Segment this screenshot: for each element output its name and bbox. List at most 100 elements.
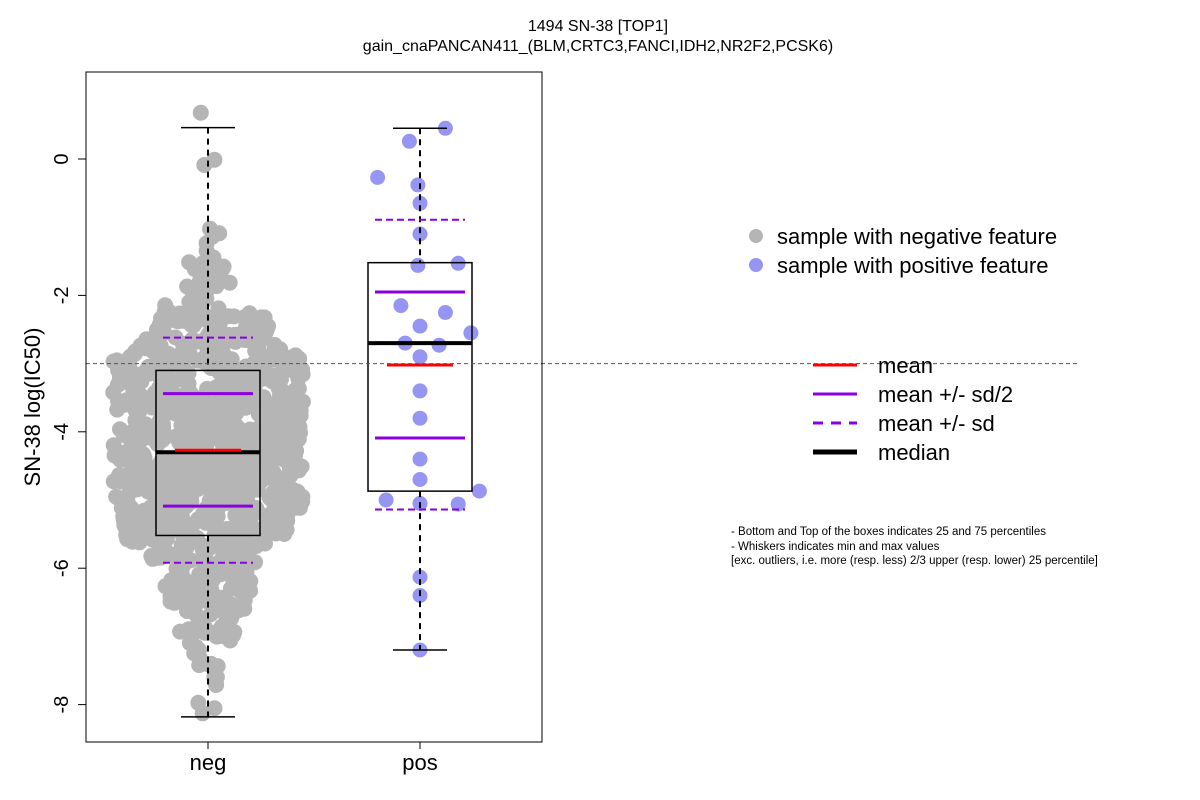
neg-sample-point: [200, 402, 217, 419]
chart-subtitle: gain_cnaPANCAN411_(BLM,CRTC3,FANCI,IDH2,…: [362, 38, 834, 55]
legend-point-label: sample with positive feature: [777, 253, 1048, 278]
pos-sample-point: [370, 169, 386, 185]
neg-sample-point: [291, 350, 308, 367]
pos-sample-point: [410, 177, 426, 193]
y-tick-label: 0: [51, 153, 73, 164]
pos-sample-point: [412, 318, 428, 334]
chart-title: 1494 SN-38 [TOP1]: [527, 18, 669, 35]
neg-sample-point: [225, 627, 242, 644]
neg-sample-point: [196, 618, 213, 635]
neg-sample-point: [271, 414, 288, 431]
pos-sample-point: [412, 195, 428, 211]
pos-sample-point: [412, 226, 428, 242]
neg-sample-point: [194, 255, 211, 272]
neg-sample-point: [200, 464, 217, 480]
pos-sample-point: [450, 496, 466, 512]
neg-sample-point: [160, 472, 176, 489]
y-axis-label: SN-38 log(IC50): [20, 328, 45, 487]
y-tick-label: -4: [51, 423, 73, 441]
neg-sample-point: [142, 338, 159, 355]
neg-sample-point: [266, 521, 282, 538]
neg-sample-point: [264, 373, 281, 390]
neg-sample-point: [179, 603, 195, 619]
neg-sample-point: [191, 534, 207, 551]
legend-line-label: mean +/- sd: [878, 411, 995, 436]
neg-sample-point: [253, 309, 270, 326]
neg-sample-point: [168, 560, 185, 577]
neg-sample-point: [248, 500, 265, 516]
pos-sample-point: [431, 337, 447, 353]
neg-sample-point: [169, 392, 186, 409]
neg-sample-point: [108, 352, 125, 369]
neg-sample-point: [190, 511, 207, 528]
neg-sample-point: [279, 508, 296, 525]
legend-point-marker: [749, 229, 763, 243]
neg-sample-point: [239, 537, 255, 554]
neg-sample-point: [219, 452, 236, 469]
neg-sample-point: [105, 473, 122, 490]
pos-sample-point: [463, 325, 479, 341]
neg-sample-point: [286, 414, 303, 431]
neg-sample-point: [203, 488, 220, 505]
neg-sample-point: [124, 533, 141, 550]
data-points-layer: [105, 104, 487, 722]
neg-sample-point: [153, 369, 170, 385]
neg-sample-point: [177, 455, 194, 472]
neg-sample-point: [190, 694, 207, 711]
legend-line-label: mean +/- sd/2: [878, 382, 1013, 407]
neg-sample-point: [148, 321, 165, 338]
pos-sample-point: [412, 569, 428, 585]
legend-line-label: mean: [878, 353, 933, 378]
neg-sample-point: [198, 338, 215, 355]
neg-sample-point: [131, 414, 148, 431]
neg-sample-point: [179, 573, 196, 590]
neg-sample-point: [226, 472, 243, 489]
neg-sample-point: [105, 437, 122, 454]
neg-sample-point: [256, 458, 273, 475]
neg-sample-point: [183, 302, 200, 319]
neg-sample-point: [234, 376, 251, 393]
neg-sample-point: [123, 431, 140, 448]
neg-sample-point: [220, 606, 237, 623]
neg-sample-point: [142, 499, 159, 516]
pos-sample-point: [412, 383, 428, 399]
pos-box: [367, 261, 473, 492]
neg-sample-point: [109, 401, 126, 418]
neg-sample-point: [132, 459, 149, 476]
neg-sample-point: [172, 623, 189, 640]
neg-sample-point: [192, 104, 209, 121]
y-tick-label: -8: [51, 696, 73, 714]
neg-sample-point: [222, 564, 239, 581]
neg-sample-point: [185, 404, 202, 421]
boxplot-layer: [86, 126, 1080, 718]
neg-sample-point: [244, 320, 261, 337]
neg-sample-point: [222, 327, 239, 344]
legend: sample with negative feature sample with …: [749, 224, 1057, 465]
neg-sample-point: [204, 228, 221, 245]
footnote-3: [exc. outliers, i.e. more (resp. less) 2…: [731, 555, 1098, 567]
pos-sample-point: [412, 451, 428, 467]
pos-sample-point: [401, 133, 417, 149]
neg-sample-point: [265, 344, 282, 361]
pos-sample-point: [412, 410, 428, 426]
x-tick-label: neg: [190, 750, 227, 775]
neg-sample-point: [257, 436, 274, 452]
footnote-2: - Whiskers indicates min and max values: [731, 541, 940, 553]
neg-sample-point: [198, 290, 215, 307]
neg-sample-point: [215, 258, 232, 275]
pos-sample-point: [393, 298, 409, 314]
pos-sample-point: [437, 305, 453, 320]
pos-sample-point: [412, 349, 428, 365]
neg-sample-point: [160, 494, 177, 511]
neg-sample-point: [162, 515, 179, 532]
neg-sample-point: [158, 428, 175, 445]
neg-sample-point: [271, 389, 288, 405]
x-tick-label: pos: [402, 750, 437, 775]
neg-sample-point: [183, 316, 200, 333]
neg-sample-point: [127, 343, 144, 360]
neg-sample-point: [237, 399, 254, 416]
neg-sample-point: [125, 473, 142, 490]
neg-sample-point: [181, 254, 198, 271]
neg-sample-point: [261, 489, 278, 506]
neg-sample-point: [293, 458, 310, 475]
